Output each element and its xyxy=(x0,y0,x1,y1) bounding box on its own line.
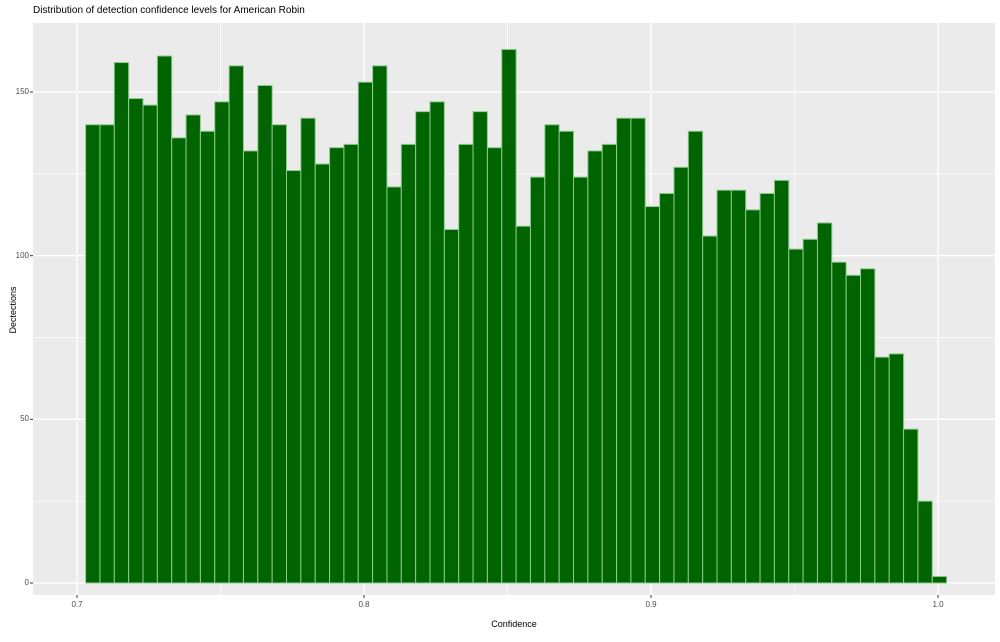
histogram-bar xyxy=(372,65,388,584)
histogram-bar xyxy=(386,186,402,584)
histogram-bar xyxy=(343,143,359,584)
y-tick-label: 50 xyxy=(20,414,29,424)
histogram-bar xyxy=(659,192,675,584)
y-tick-label: 0 xyxy=(24,578,29,587)
histogram-bar xyxy=(874,356,890,584)
histogram-bar xyxy=(903,428,919,584)
histogram-bar xyxy=(558,130,575,584)
x-tick-label: 0.8 xyxy=(358,600,370,609)
histogram-bar xyxy=(573,176,589,584)
histogram-bar xyxy=(357,81,374,584)
histogram-bar xyxy=(587,150,603,584)
histogram-bar xyxy=(702,235,718,584)
histogram-bar xyxy=(773,179,790,584)
histogram-bar xyxy=(128,98,144,584)
histogram-bar xyxy=(271,124,288,584)
histogram-bar xyxy=(644,206,661,584)
histogram-bar xyxy=(113,62,130,584)
histogram-bar xyxy=(156,55,173,584)
histogram-bar xyxy=(716,189,732,584)
histogram-bar xyxy=(400,143,417,584)
histogram-bar xyxy=(788,248,804,584)
histogram-bar xyxy=(630,117,646,584)
histogram-bar xyxy=(286,170,302,584)
histogram-bar xyxy=(601,143,618,584)
histogram-bar xyxy=(486,147,503,584)
x-axis-title: Confidence xyxy=(491,619,537,629)
histogram-bar xyxy=(415,111,431,584)
x-tick-label: 0.7 xyxy=(71,600,83,609)
y-tick-label: 100 xyxy=(15,250,29,260)
histogram-bar xyxy=(472,111,488,584)
histogram-bar xyxy=(917,500,933,584)
histogram-bar xyxy=(501,48,517,584)
histogram-bar xyxy=(443,228,460,584)
histogram-bar xyxy=(730,189,747,584)
histogram-bar xyxy=(515,225,531,584)
histogram-bar xyxy=(816,222,833,584)
histogram-bar xyxy=(314,163,331,584)
histogram-bar xyxy=(300,117,316,584)
histogram-bar xyxy=(687,130,704,584)
histogram-bar xyxy=(429,101,445,584)
histogram-bar xyxy=(845,274,862,584)
y-axis-title: Dectections xyxy=(8,286,18,334)
histogram-bar xyxy=(199,130,216,584)
histogram-bar xyxy=(831,261,847,584)
histogram-bar xyxy=(888,353,905,584)
histogram-bar xyxy=(860,268,876,584)
histogram-bar xyxy=(458,143,474,584)
histogram-bar xyxy=(228,65,244,584)
histogram-bar xyxy=(257,84,273,584)
histogram-bar xyxy=(85,124,101,584)
histogram-bar xyxy=(616,117,632,584)
histogram-bar xyxy=(142,104,158,584)
histogram-bar xyxy=(802,238,818,584)
histogram-bar xyxy=(759,192,775,584)
histogram-bar xyxy=(745,209,761,584)
x-tick-label: 0.9 xyxy=(645,600,657,609)
y-tick-label: 150 xyxy=(15,87,29,96)
histogram-bar xyxy=(242,150,259,584)
histogram-bar xyxy=(99,124,115,584)
histogram-bar xyxy=(329,147,345,584)
histogram-bar xyxy=(214,101,230,584)
histogram-bar xyxy=(171,137,187,584)
histogram-bar xyxy=(544,124,560,584)
histogram-bar xyxy=(529,176,546,584)
histogram-bar xyxy=(931,575,948,584)
chart-title: Distribution of detection confidence lev… xyxy=(33,5,305,16)
histogram-bar xyxy=(673,166,689,584)
histogram-bar xyxy=(185,114,201,584)
x-tick-label: 1.0 xyxy=(932,600,944,609)
